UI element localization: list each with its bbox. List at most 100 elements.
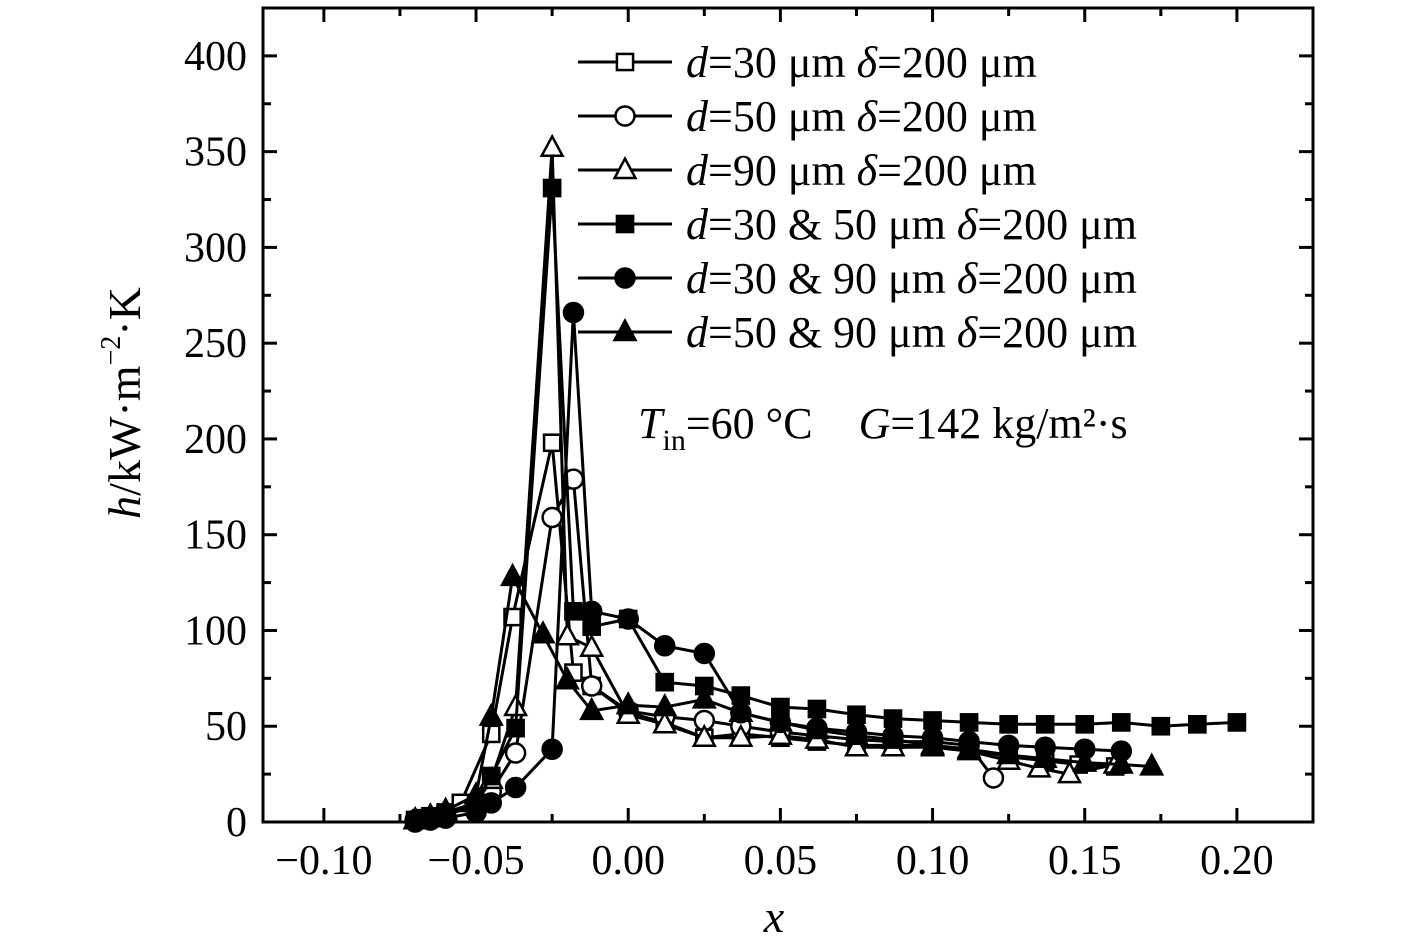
legend-marker [612,317,638,342]
legend-label-part: =200 μm [977,200,1137,249]
legend-marker [615,52,635,72]
series-4-point [481,766,501,786]
series-6-point [1032,744,1058,769]
y-tick-label: 250 [184,321,247,367]
legend-label-part: δ [857,146,879,195]
y-tick-label: 350 [184,130,247,176]
series-6-point [463,781,489,805]
legend-label-part: =200 μm [877,92,1037,141]
series-5-point [541,738,563,760]
y-tick-label: 100 [184,608,247,654]
series-1-point [542,433,562,453]
series-6-point [996,740,1022,765]
legend-entry-1: d=30 μm δ=200 μm [578,38,1037,87]
y-tick-label: 400 [184,34,247,80]
legend-label-part: d [686,200,709,249]
series-4-point [923,711,942,730]
plot-frame [261,6,1315,824]
series-4-point [883,709,903,728]
y-tick-label: 300 [184,225,247,271]
series-4-point [807,699,827,719]
legend-label-part: =30 μm [708,38,857,87]
y-axis-label-unit-end: ·K [99,287,150,336]
series-5-point [617,608,639,630]
legend-label-part: =50 μm [708,92,857,141]
series-4-point [542,178,562,198]
annotation-t-subscript: in [662,424,685,457]
series-6-point [1108,750,1134,774]
legend-marker [612,155,638,180]
series-6-point [478,702,504,726]
legend-label-part: δ [857,92,879,141]
axis-tick-labels: 0 50 100 150 200 250 300 350 400 −0.10 −0.05 0.00 0.… [184,34,1274,884]
legend-entry-6: d=50 & 90 μm δ=200 μm [578,308,1137,357]
legend-label-part: δ [857,38,879,87]
legend-label: d=50 & 90 μm δ=200 μm [686,308,1137,357]
annotation-g-value: =142 kg/m²·s [890,399,1127,448]
series-4-point [506,718,525,738]
legend-label-part: =50 & 90 μm [708,308,957,357]
x-tick-label: −0.05 [427,838,524,884]
series-3-point [554,622,580,646]
legend-label-part: d [686,308,709,357]
legend-marker [615,214,635,234]
series-4-point [1035,714,1055,734]
series-3-point [843,733,870,757]
y-tick-label: 150 [184,513,247,559]
legend-label-part: d [686,146,709,195]
series-4-point [1111,713,1131,732]
series-3-point [652,710,678,734]
annotation-t-symbol: T [638,399,666,448]
legend-label: d=50 μm δ=200 μm [686,92,1037,141]
series-3-point [728,723,754,747]
legend-label-part: δ [957,200,979,249]
series-4-point [999,714,1018,734]
legend-entry-5: d=30 & 90 μm δ=200 μm [578,254,1137,303]
x-tick-label: 0.00 [591,838,665,884]
legend-label-part: δ [957,308,979,357]
y-tick-label: 50 [205,704,247,750]
legend-label-part: =30 & 90 μm [708,254,957,303]
series-6 [402,562,1165,830]
series-6-point [1139,752,1165,776]
legend-label-part: d [686,254,709,303]
legend: d=30 μm δ=200 μmd=50 μm δ=200 μmd=90 μm … [578,38,1137,357]
series-4-point [1151,716,1171,736]
legend-label-part: d [686,92,709,141]
series-4-point [959,713,979,732]
series-5-point [504,776,527,799]
legend-label-part: =200 μm [977,308,1137,357]
legend-entry-4: d=30 & 50 μm δ=200 μm [578,200,1137,249]
series-4-point [655,672,675,692]
series-6-point [728,698,754,723]
series-3-point [767,721,793,746]
series-6-point [530,620,556,644]
y-axis-label-unit: /kW·m [99,365,150,496]
series-6-point [880,725,906,749]
y-axis-label-symbol: h [99,496,150,519]
series-3-point [539,133,565,158]
series-layer [402,133,1247,833]
annotation-g-symbol: G [859,399,891,448]
series-4 [405,178,1247,830]
legend-label-part: d [686,38,709,87]
legend-label: d=30 & 50 μm δ=200 μm [686,200,1137,249]
series-6-point [1072,748,1098,772]
series-2-point [541,506,563,529]
series-5-point [693,642,716,665]
legend-entry-2: d=50 μm δ=200 μm [578,92,1037,141]
series-6-point [804,716,830,740]
series-2-point [580,675,603,697]
legend-label-part: =90 μm [708,146,857,195]
series-5-point [562,301,585,324]
series-6-point [956,735,982,759]
legend-label-part: =200 μm [977,254,1137,303]
legend-label: d=90 μm δ=200 μm [686,146,1037,195]
x-tick-label: 0.10 [896,838,970,884]
series-4-point [1188,714,1207,734]
series-6-point [652,693,678,717]
series-6-point [843,721,870,746]
series-6-point [500,562,526,587]
series-6-point [767,708,793,732]
